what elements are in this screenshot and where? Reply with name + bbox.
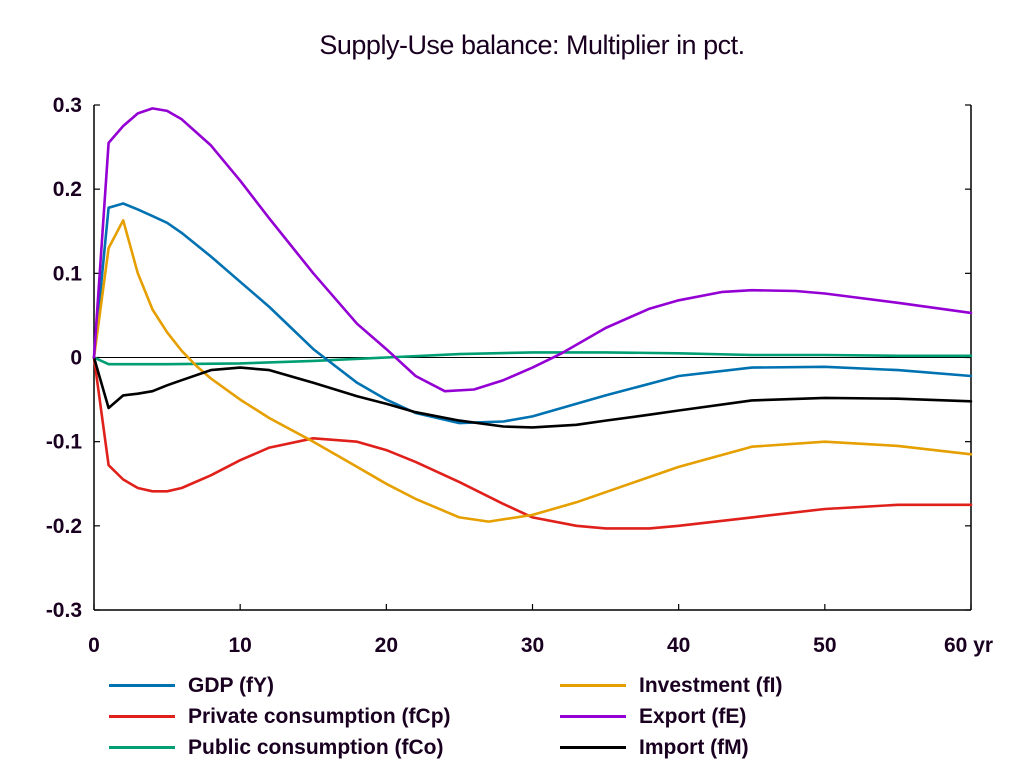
series-line-gdp [92,202,973,425]
x-tick-label: 0 [88,634,100,657]
y-tick-label: 0.2 [53,178,82,201]
legend-item-gdp: GDP (fY) [109,670,451,701]
series-line-export [92,107,973,393]
legend-item-export: Export (fE) [560,701,783,732]
x-tick-label: 60 yr [944,634,993,657]
x-tick-label: 10 [228,634,251,657]
legend-swatch-gdp [109,684,175,687]
x-tick-label: 50 [813,634,836,657]
series-line-public-consumption [92,351,973,366]
y-tick-label: 0 [70,347,82,370]
series-layer [92,107,973,530]
x-tick-label: 30 [521,634,544,657]
y-tick-label: 0.3 [53,94,82,117]
y-tick-label: -0.1 [46,431,83,454]
legend-swatch-public-consumption [109,746,175,749]
legend-label-export: Export (fE) [639,704,747,728]
legend-left: GDP (fY) Private consumption (fCp) Publi… [109,670,451,763]
x-tick-label: 40 [667,634,690,657]
y-tick-label: -0.2 [46,515,82,538]
series-line-import [92,356,973,429]
chart-title: Supply-Use balance: Multiplier in pct. [319,30,745,60]
legend-label-public-consumption: Public consumption (fCo) [188,735,444,759]
series-line-investment [92,219,973,523]
legend-swatch-export [560,715,626,718]
legend-swatch-import [560,746,626,749]
legend-label-investment: Investment (fI) [639,673,783,697]
legend-item-private-consumption: Private consumption (fCp) [109,701,451,732]
legend-item-investment: Investment (fI) [560,670,783,701]
legend-item-import: Import (fM) [560,732,783,763]
x-tick-label: 20 [375,634,398,657]
axes: 0.3 0.2 0.1 0 -0.1 -0.2 -0.3 0 10 20 30 40 50 60 yr [46,94,993,657]
legend-swatch-investment [560,684,626,687]
legend-label-private-consumption: Private consumption (fCp) [188,704,451,728]
legend-label-import: Import (fM) [639,735,749,759]
y-tick-label: 0.1 [53,262,83,285]
series-line-private-consumption [92,356,973,530]
y-tick-label: -0.3 [46,599,82,622]
legend-label-gdp: GDP (fY) [188,673,274,697]
legend-swatch-private-consumption [109,715,175,718]
legend-right: Investment (fI) Export (fE) Import (fM) [560,670,783,763]
legend-item-public-consumption: Public consumption (fCo) [109,732,451,763]
